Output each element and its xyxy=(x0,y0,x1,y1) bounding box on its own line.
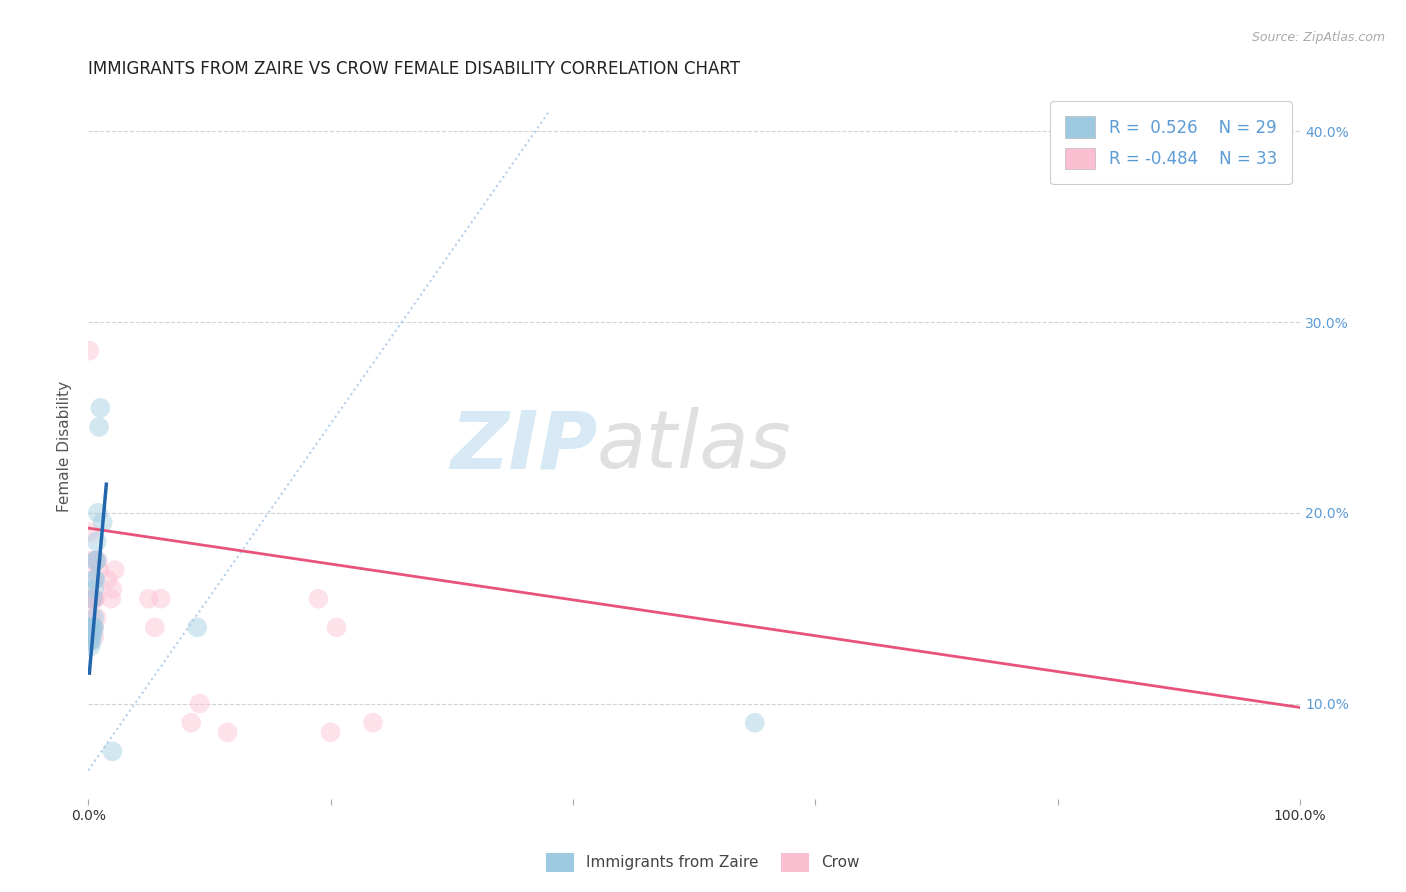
Point xyxy=(104,563,127,577)
Point xyxy=(744,715,766,730)
Point xyxy=(79,630,101,644)
Point xyxy=(319,725,342,739)
Point xyxy=(84,573,107,587)
Y-axis label: Female Disability: Female Disability xyxy=(58,381,72,512)
Point xyxy=(83,573,105,587)
Point xyxy=(82,591,104,606)
Point xyxy=(83,630,105,644)
Point xyxy=(83,611,105,625)
Point xyxy=(79,620,101,634)
Point xyxy=(84,553,107,567)
Point xyxy=(143,620,166,634)
Point xyxy=(91,516,114,530)
Point xyxy=(84,553,107,567)
Text: IMMIGRANTS FROM ZAIRE VS CROW FEMALE DISABILITY CORRELATION CHART: IMMIGRANTS FROM ZAIRE VS CROW FEMALE DIS… xyxy=(89,60,740,78)
Text: atlas: atlas xyxy=(598,407,792,485)
Point xyxy=(79,620,101,634)
Point xyxy=(87,420,110,434)
Text: Source: ZipAtlas.com: Source: ZipAtlas.com xyxy=(1251,31,1385,45)
Point xyxy=(82,591,104,606)
Legend: R =  0.526    N = 29, R = -0.484    N = 33: R = 0.526 N = 29, R = -0.484 N = 33 xyxy=(1050,102,1292,185)
Text: ZIP: ZIP xyxy=(450,407,598,485)
Point xyxy=(80,591,103,606)
Point xyxy=(101,582,124,596)
Point xyxy=(89,401,111,415)
Point xyxy=(307,591,329,606)
Point xyxy=(83,582,105,596)
Point xyxy=(80,620,103,634)
Point xyxy=(84,591,107,606)
Point xyxy=(186,620,208,634)
Point xyxy=(82,626,104,640)
Point xyxy=(100,591,122,606)
Point xyxy=(79,633,101,648)
Point xyxy=(101,744,124,758)
Point xyxy=(325,620,347,634)
Point xyxy=(80,553,103,567)
Point xyxy=(79,626,101,640)
Point xyxy=(96,573,118,587)
Point xyxy=(83,591,105,606)
Point xyxy=(361,715,384,730)
Point xyxy=(82,573,104,587)
Point xyxy=(217,725,239,739)
Point xyxy=(79,620,101,634)
Point xyxy=(188,697,211,711)
Point xyxy=(80,620,103,634)
Point xyxy=(149,591,172,606)
Point xyxy=(79,524,101,539)
Point xyxy=(79,591,101,606)
Point xyxy=(79,633,101,648)
Point xyxy=(87,506,110,520)
Point xyxy=(86,553,108,567)
Point xyxy=(83,620,105,634)
Point xyxy=(79,343,101,358)
Point xyxy=(86,611,108,625)
Point xyxy=(83,620,105,634)
Point xyxy=(82,620,104,634)
Point xyxy=(80,626,103,640)
Legend: Immigrants from Zaire, Crow: Immigrants from Zaire, Crow xyxy=(538,845,868,880)
Point xyxy=(87,553,110,567)
Point xyxy=(80,633,103,648)
Point xyxy=(138,591,160,606)
Point xyxy=(79,611,101,625)
Point xyxy=(87,563,110,577)
Point xyxy=(79,626,101,640)
Point xyxy=(82,591,104,606)
Point xyxy=(86,534,108,549)
Point xyxy=(79,640,101,654)
Point xyxy=(180,715,202,730)
